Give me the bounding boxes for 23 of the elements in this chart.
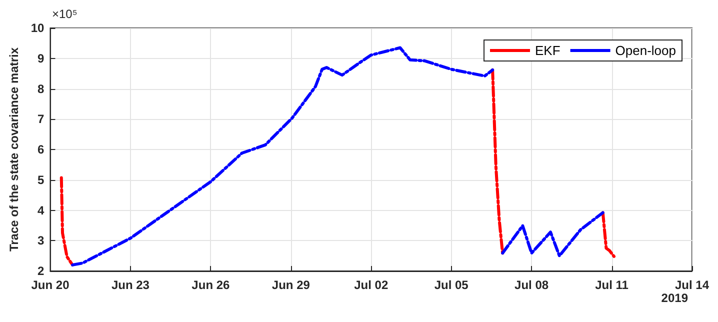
y-tick-label: 3: [38, 234, 45, 248]
x-tick-label: Jul 11: [595, 278, 629, 292]
legend-label: EKF: [535, 43, 560, 58]
y-tick-label: 9: [38, 51, 45, 66]
x-tick-label: Jun 26: [192, 278, 230, 292]
y-tick-label: 6: [38, 142, 45, 156]
x-tick-label: Jul 02: [354, 278, 388, 292]
y-tick-label: 5: [38, 172, 45, 187]
x-tick-label: Jun 29: [272, 278, 310, 292]
y-tick-label: 8: [38, 82, 45, 96]
y-tick-label: 7: [38, 112, 45, 126]
x-tick-label: Jul 05: [434, 278, 469, 292]
x-tick-label: Jul 14: [674, 278, 710, 292]
legend-label: Open-loop: [615, 43, 676, 58]
x-tick-label: Jul 08: [514, 278, 549, 292]
y-axis-title: Trace of the state covariance matrix: [7, 47, 21, 252]
y-tick-label: 2: [38, 264, 45, 278]
x-tick-label: Jun 23: [111, 278, 150, 292]
x-tick-label: Jun 20: [31, 278, 70, 292]
y-tick-label: 10: [30, 21, 45, 35]
text: ×10⁵: [52, 7, 78, 21]
text: 2019: [661, 291, 688, 305]
y-tick-label: 4: [38, 203, 45, 218]
